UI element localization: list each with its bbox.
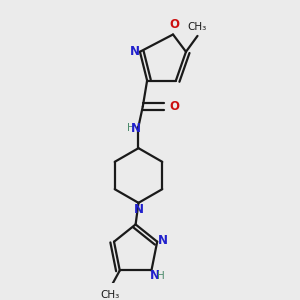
Text: N: N [134, 203, 143, 216]
Text: H: H [127, 123, 135, 133]
Text: O: O [169, 18, 179, 31]
Text: H: H [157, 271, 164, 281]
Text: CH₃: CH₃ [188, 22, 207, 32]
Text: N: N [150, 269, 160, 282]
Text: N: N [131, 122, 141, 134]
Text: CH₃: CH₃ [100, 290, 119, 300]
Text: N: N [130, 45, 140, 58]
Text: N: N [158, 234, 167, 247]
Text: O: O [169, 100, 180, 113]
